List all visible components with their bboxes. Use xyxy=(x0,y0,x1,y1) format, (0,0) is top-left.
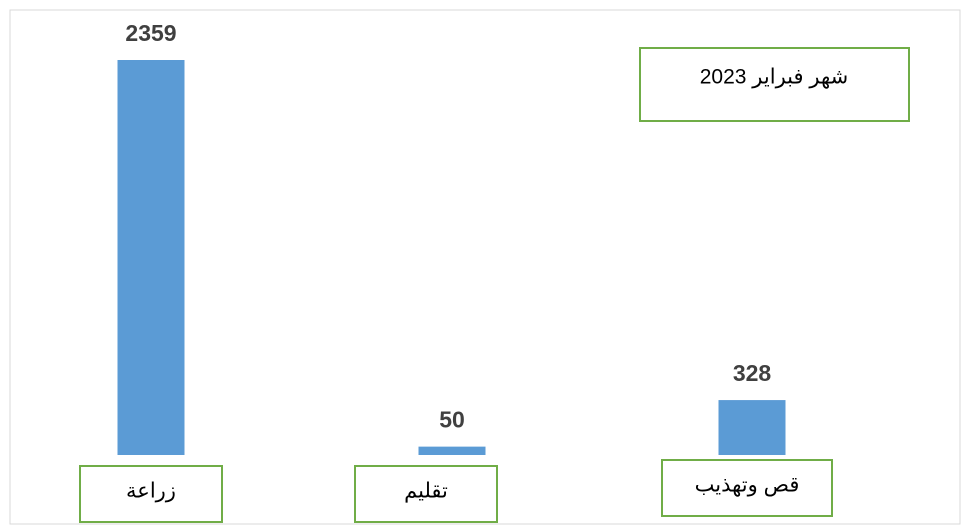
bar xyxy=(718,400,786,455)
x-tick-label: قص وتهذيب xyxy=(695,474,800,497)
category-box xyxy=(354,465,498,523)
chart-title: شهر فبراير 2023 xyxy=(700,66,848,89)
title-box xyxy=(639,47,910,122)
bar xyxy=(418,446,486,455)
category-box xyxy=(661,459,833,517)
bar xyxy=(117,60,185,455)
data-label: 50 xyxy=(439,407,465,433)
data-label: 328 xyxy=(733,360,772,386)
data-label: 2359 xyxy=(125,20,176,46)
x-tick-label: تقليم xyxy=(404,480,448,504)
category-box xyxy=(79,465,223,523)
x-tick-label: زراعة xyxy=(126,480,176,503)
